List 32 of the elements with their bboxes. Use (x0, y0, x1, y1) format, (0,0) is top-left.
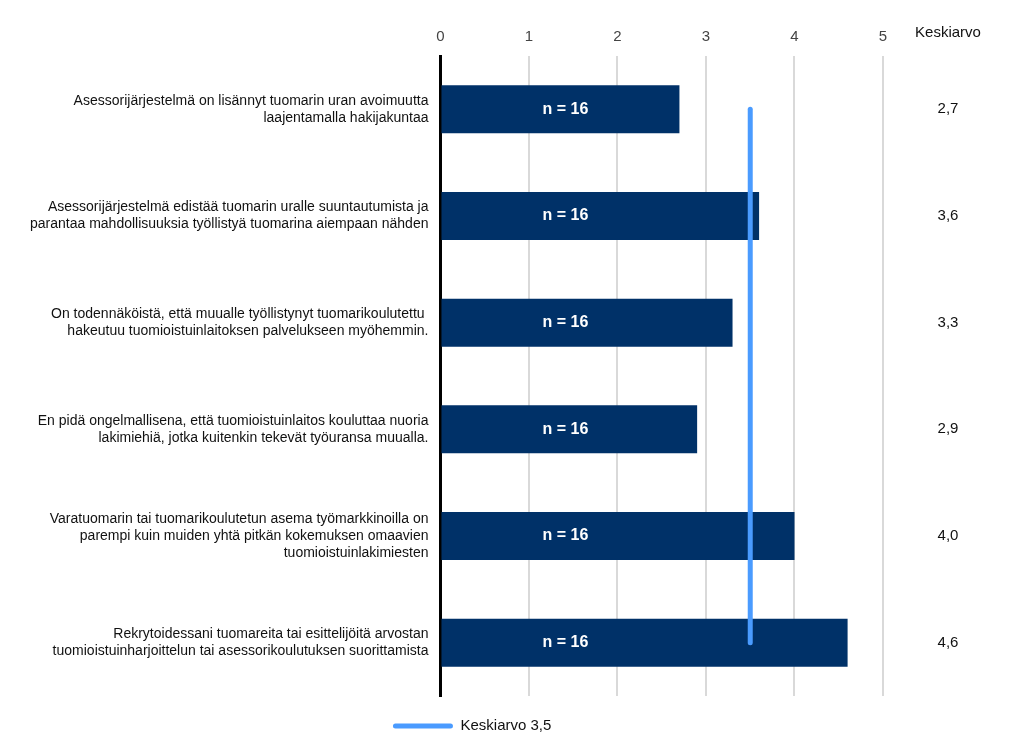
y-tick-label: Asessorijärjestelmä on lisännyt tuomarin uran avoimuutta laajentamalla hakijakuntaa (73, 91, 429, 125)
data-label: 4,6 (937, 632, 959, 650)
x-tick-label: 4 (790, 27, 799, 45)
bar (441, 405, 698, 454)
x-tick-label: 3 (701, 27, 711, 45)
y-tick-label: On todennäköistä, että muualle työllistynyt tuomarikoulutettu hakeutuu tuomioistuinlaitoksen palvelukseen myöhemmin. (51, 305, 429, 338)
annotation: n = 16 (542, 206, 589, 224)
text: Keskiarvo (915, 23, 981, 41)
data-label: 2,7 (937, 99, 959, 117)
y-tick-label: Asessorijärjestelmä edistää tuomarin uralle suuntautumista ja parantaa mahdollisuuksia työllistyä tuomarina aiempaan nähden (30, 198, 429, 232)
data-label: 3,3 (937, 312, 959, 330)
bar (441, 512, 795, 560)
y-tick-label: Rekrytoidessani tuomareita tai esittelijöitä arvostan tuomioistuinharjoittelun tai asessorikoulutuksen suorittamista (52, 625, 429, 658)
x-tick-label: 1 (524, 27, 534, 45)
bar (441, 85, 680, 134)
annotation: n = 16 (542, 633, 589, 651)
bar (441, 618, 848, 667)
x-tick-label: 5 (878, 27, 888, 45)
data-label: 2,9 (937, 419, 959, 437)
y-tick-label: Varatuomarin tai tuomarikoulutetun asema työmarkkinoilla on parempi kuin muiden yhtä pitkän kokemuksen omaavien tuomioistuinlakimiesten (49, 510, 429, 560)
x-tick-label: 0 (436, 27, 445, 45)
legend-label: Keskiarvo 3,5 (460, 716, 552, 734)
y-tick-label: En pidä ongelmallisena, että tuomioistuinlaitos kouluttaa nuoria lakimiehiä, jotka kuitenkin tekevät työuransa muualla. (37, 411, 429, 445)
data-label: 4,0 (937, 526, 959, 544)
bar (441, 192, 760, 240)
annotation: n = 16 (542, 313, 589, 331)
data-label: 3,6 (937, 206, 959, 224)
annotation: n = 16 (542, 526, 589, 544)
annotation: n = 16 (542, 99, 589, 117)
bar (441, 298, 733, 347)
annotation: n = 16 (542, 419, 589, 437)
x-tick-label: 2 (613, 27, 622, 45)
